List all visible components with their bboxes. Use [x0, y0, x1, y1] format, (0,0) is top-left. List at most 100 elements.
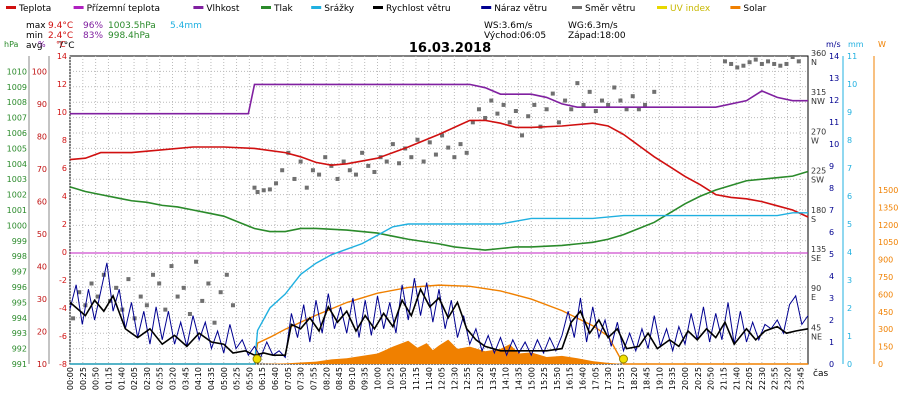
wind-dir-point	[397, 161, 402, 166]
tick-hpa: 1007	[7, 114, 27, 123]
tick-time: 22:05	[745, 367, 754, 390]
tick-ms: 10	[829, 140, 839, 149]
plot-area	[69, 55, 809, 365]
stats-max-press: 1003.5hPa	[108, 21, 156, 31]
tick-hpa: 993	[12, 329, 27, 338]
wind-dir-point	[224, 272, 229, 277]
wind-dir-point	[630, 94, 635, 99]
stats-max-rain: 5.4mm	[170, 21, 202, 31]
wind-dir-point	[323, 155, 328, 160]
wind-dir-point	[643, 102, 648, 107]
tick-time: 22:30	[758, 367, 767, 390]
tick-ms: 7	[829, 206, 834, 215]
legend-label-0: Teplota	[18, 4, 51, 14]
wind-dir-point	[360, 150, 365, 155]
tick-time: 01:15	[104, 367, 113, 390]
tick-ms: 6	[829, 228, 834, 237]
tick-time: 08:45	[335, 367, 344, 390]
tick-pct: 30	[37, 295, 47, 304]
tick-time: 09:10	[348, 367, 357, 390]
tick-w: 1050	[878, 238, 898, 247]
tick-ms: 5	[829, 250, 834, 259]
tick-time: 01:40	[117, 367, 126, 390]
tick-pct: 60	[37, 197, 47, 206]
tick-hpa: 998	[12, 252, 27, 261]
tick-hpa: 995	[12, 298, 27, 307]
tick-pct: 80	[37, 132, 47, 141]
tick-dir-label: NW	[811, 97, 825, 106]
wind-dir-point	[372, 169, 377, 174]
tick-hpa: 997	[12, 268, 27, 277]
tick-ms: 3	[829, 294, 834, 303]
chart-title: 16.03.2018	[409, 41, 491, 56]
legend: Teplota Přízemní teplota Vlhkost Tlak Srážky…	[6, 4, 767, 14]
tick-dir-deg: 360	[811, 49, 826, 58]
tick-w: 1350	[878, 203, 898, 212]
tick-hpa: 992	[12, 345, 27, 354]
tick-w: 450	[878, 308, 893, 317]
tick-w: 300	[878, 325, 893, 334]
wind-dir-point	[390, 142, 395, 147]
wind-dir-point	[569, 107, 574, 112]
tick-temp: -2	[59, 276, 67, 285]
tick-time: 00:00	[66, 367, 75, 390]
tick-temp: 10	[57, 108, 67, 117]
wind-dir-point	[636, 107, 641, 112]
wind-dir-point	[187, 311, 192, 316]
wind-dir-point	[581, 102, 586, 107]
wind-dir-point	[144, 303, 149, 308]
stats-min-temp: 2.4°C	[48, 31, 73, 41]
legend-swatch-2	[193, 6, 204, 9]
tick-hpa: 1002	[7, 191, 27, 200]
wind-dir-point	[292, 176, 297, 181]
wind-dir-point	[778, 63, 783, 68]
stats-max-label: max	[26, 21, 46, 31]
wind-gust-line	[69, 262, 809, 359]
tick-time: 12:30	[450, 367, 459, 390]
stats-max-temp: 9.4°C	[48, 21, 73, 31]
tick-time: 21:40	[732, 367, 741, 390]
tick-time: 17:30	[604, 367, 613, 390]
wind-dir-point	[77, 290, 82, 295]
tick-time: 21:15	[719, 367, 728, 390]
tick-time: 16:40	[579, 367, 588, 390]
wind-dir-point	[784, 61, 789, 66]
wind-dir-point	[335, 176, 340, 181]
tick-ms: 8	[829, 184, 834, 193]
wind-speed-line	[69, 287, 809, 357]
wind-dir-point	[206, 281, 211, 286]
axis-title-ms: m/s	[826, 40, 841, 49]
legend-label-3: Tlak	[273, 4, 294, 14]
tick-ms: 2	[829, 316, 834, 325]
tick-time: 13:20	[476, 367, 485, 390]
tick-time: 07:55	[309, 367, 318, 390]
axis-title-w: W	[878, 40, 886, 49]
wind-dir-point	[252, 185, 257, 190]
axis-title-temp: °C	[56, 40, 66, 49]
tick-time: 18:20	[630, 367, 639, 390]
tick-hpa: 1008	[7, 98, 27, 107]
tick-mm: 7	[847, 164, 852, 173]
tick-time: 04:10	[194, 367, 203, 390]
tick-time: 15:00	[527, 367, 536, 390]
wind-dir-point	[747, 60, 752, 65]
wind-dir-point	[599, 98, 604, 103]
tick-time: 23:45	[796, 367, 805, 390]
stats-avg-label: avg	[26, 41, 43, 51]
wind-dir-point	[317, 172, 322, 177]
tick-hpa: 1005	[7, 144, 27, 153]
tick-time: 02:30	[143, 367, 152, 390]
wind-dir-point	[415, 137, 420, 142]
x-axis-label: čas	[813, 368, 828, 379]
tick-hpa: 1001	[7, 206, 27, 215]
tick-ms: 1	[829, 338, 834, 347]
wind-dir-point	[624, 107, 629, 112]
wind-dir-point	[440, 133, 445, 138]
wind-dir-point	[501, 102, 506, 107]
tick-pct: 50	[37, 230, 47, 239]
tick-dir-label: SE	[811, 254, 821, 263]
axis-title-mm: mm	[848, 40, 864, 49]
tick-dir-label: E	[811, 293, 816, 302]
